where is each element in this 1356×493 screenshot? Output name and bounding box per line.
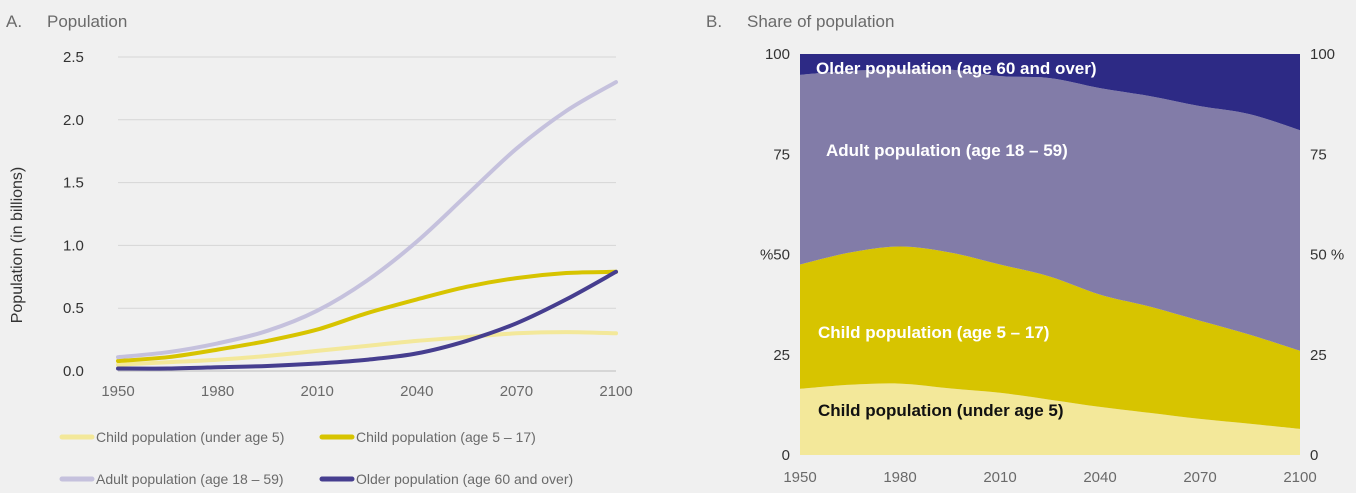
y-tick-label: 2.0 bbox=[63, 112, 84, 129]
y-tick-label-left: 75 bbox=[773, 146, 790, 163]
line-series bbox=[116, 269, 618, 371]
legend-label: Child population (age 5 – 17) bbox=[356, 429, 536, 445]
panel-b-letter: B. bbox=[706, 12, 722, 31]
legend-label: Older population (age 60 and over) bbox=[356, 471, 573, 487]
y-tick-label-left: %50 bbox=[760, 247, 790, 264]
x-tick-label: 2040 bbox=[400, 383, 433, 400]
line-series bbox=[116, 330, 618, 367]
area-series bbox=[800, 246, 1300, 429]
y-tick-label-right: 0 bbox=[1310, 447, 1318, 464]
line-series bbox=[116, 80, 618, 360]
panel-b-title: Share of population bbox=[747, 12, 894, 31]
line-series bbox=[116, 269, 618, 363]
y-tick-label: 1.5 bbox=[63, 175, 84, 192]
area-series bbox=[800, 383, 1300, 455]
y-tick-label: 2.5 bbox=[63, 49, 84, 66]
y-tick-label-right: 100 bbox=[1310, 46, 1335, 63]
y-tick-label-right: 25 bbox=[1310, 347, 1327, 364]
x-tick-label: 2070 bbox=[500, 383, 533, 400]
panel-a-line-chart: 0.0 0.5 1.0 1.5 2.0 2.5 1950 1980 2010 2040 2070 21… bbox=[63, 49, 633, 400]
area-series bbox=[800, 69, 1300, 351]
panel-a-legend: Child population (under age 5) Child popu… bbox=[59, 429, 573, 487]
x-tick-label: 1980 bbox=[201, 383, 234, 400]
legend-label: Adult population (age 18 – 59) bbox=[96, 471, 284, 487]
legend-label: Child population (under age 5) bbox=[96, 429, 284, 445]
panel-a-letter: A. bbox=[6, 12, 22, 31]
y-tick-label: 0.5 bbox=[63, 300, 84, 317]
x-tick-label: 2010 bbox=[301, 383, 334, 400]
x-tick-label: 1950 bbox=[783, 469, 816, 486]
x-tick-label: 2070 bbox=[1183, 469, 1216, 486]
x-tick-label: 2040 bbox=[1083, 469, 1116, 486]
x-tick-label: 1980 bbox=[883, 469, 916, 486]
y-tick-label-left: 0 bbox=[782, 447, 790, 464]
area-label: Child population (age 5 – 17) bbox=[818, 323, 1049, 342]
y-tick-label: 0.0 bbox=[63, 363, 84, 380]
area-label: Adult population (age 18 – 59) bbox=[826, 141, 1068, 160]
x-tick-label: 2010 bbox=[983, 469, 1016, 486]
x-tick-label: 1950 bbox=[101, 383, 134, 400]
panel-a-y-axis-title: Population (in billions) bbox=[9, 167, 26, 324]
y-tick-label-left: 100 bbox=[765, 46, 790, 63]
panel-b-area-chart: 0 0 25 25 %50 50 % 75 75 100 100 1950 1980 2010 2040 2… bbox=[760, 46, 1344, 486]
y-tick-label-right: 75 bbox=[1310, 146, 1327, 163]
x-tick-label: 2100 bbox=[1283, 469, 1316, 486]
panel-a-title: Population bbox=[47, 12, 127, 31]
x-tick-label: 2100 bbox=[599, 383, 632, 400]
y-tick-label-right: 50 % bbox=[1310, 247, 1344, 264]
y-tick-label: 1.0 bbox=[63, 237, 84, 254]
area-label: Child population (under age 5) bbox=[818, 401, 1064, 420]
area-series bbox=[800, 54, 1300, 131]
y-tick-label-left: 25 bbox=[773, 347, 790, 364]
area-label: Older population (age 60 and over) bbox=[816, 59, 1097, 78]
